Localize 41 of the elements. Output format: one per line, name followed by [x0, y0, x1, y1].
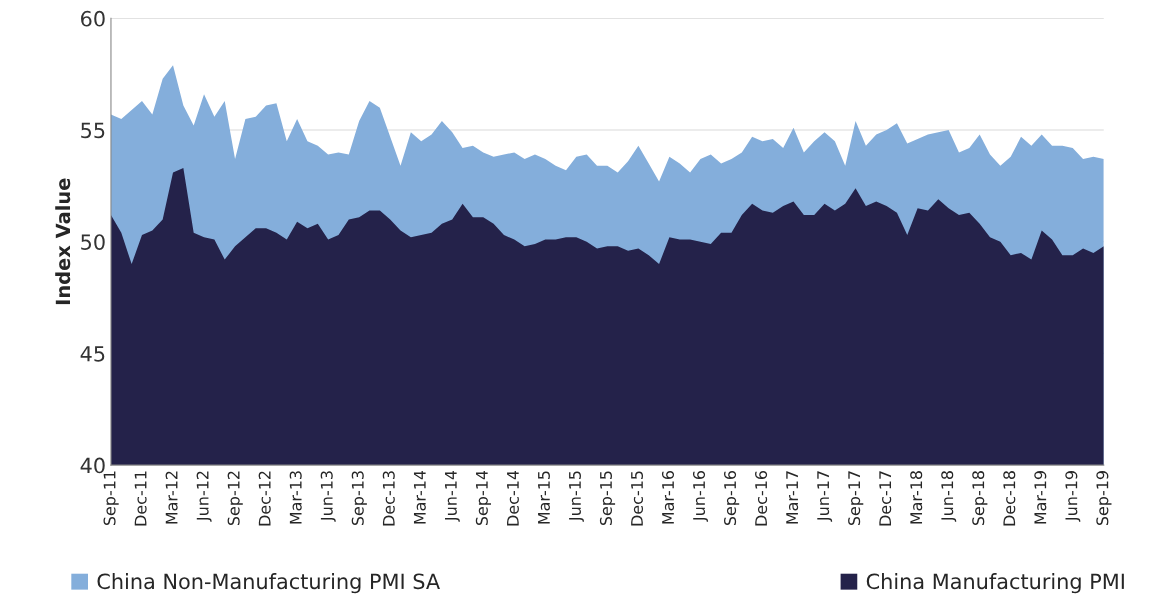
x-tick-label: Sep-11 — [103, 471, 119, 526]
y-tick-label: 55 — [81, 122, 105, 139]
x-tick-label: Sep-13 — [351, 471, 367, 526]
y-tick-label: 40 — [80, 457, 105, 474]
y-tick-label: 45 — [80, 346, 105, 362]
x-tick-label: Dec-16 — [755, 470, 768, 526]
x-tick-label: Jun-14 — [445, 470, 460, 522]
x-tick-label: Sep-12 — [227, 471, 243, 526]
legend-label: China Non-Manufacturing PMI SA — [97, 573, 440, 594]
x-tick-label: Dec-17 — [879, 471, 892, 526]
x-tick-label: Jun-18 — [941, 471, 957, 522]
x-tick-label: Mar-14 — [413, 470, 426, 524]
x-tick-label: Jun-15 — [569, 471, 584, 522]
x-tick-label: Dec-12 — [258, 471, 271, 526]
x-tick-label: Mar-15 — [538, 471, 550, 524]
y-tick-label: 60 — [81, 10, 105, 27]
x-tick-label: Mar-17 — [786, 471, 799, 524]
x-tick-label: Jun-13 — [320, 471, 336, 522]
x-tick-label: Sep-18 — [972, 471, 988, 526]
x-tick-label: Sep-16 — [724, 470, 740, 526]
y-tick-label: 50 — [81, 234, 105, 250]
x-tick-label: Jun-12 — [196, 471, 212, 522]
x-tick-label: Sep-17 — [848, 471, 864, 526]
x-tick-label: Mar-16 — [661, 470, 675, 524]
x-tick-label: Sep-15 — [599, 471, 616, 526]
x-tick-label: Sep-14 — [475, 470, 491, 526]
x-tick-label: Jun-16 — [692, 470, 709, 522]
x-tick-label: Dec-13 — [382, 471, 395, 526]
x-tick-label: Mar-13 — [289, 471, 302, 524]
x-tick-label: Dec-15 — [631, 471, 644, 526]
x-tick-label: Sep-19 — [1096, 471, 1112, 526]
x-tick-label: Mar-12 — [165, 471, 178, 524]
x-tick-label: Jun-19 — [1065, 471, 1081, 522]
x-tick-label: Mar-19 — [1034, 471, 1047, 524]
x-tick-label: Dec-11 — [134, 471, 147, 526]
x-tick-label: Dec-14 — [507, 470, 519, 526]
x-tick-label: Jun-17 — [817, 471, 833, 522]
y-axis-title: Index Value — [55, 178, 71, 305]
x-tick-label: Dec-18 — [1003, 471, 1016, 526]
legend-label: China Manufacturing PMI — [866, 573, 1124, 594]
x-tick-label: Mar-18 — [910, 471, 923, 524]
